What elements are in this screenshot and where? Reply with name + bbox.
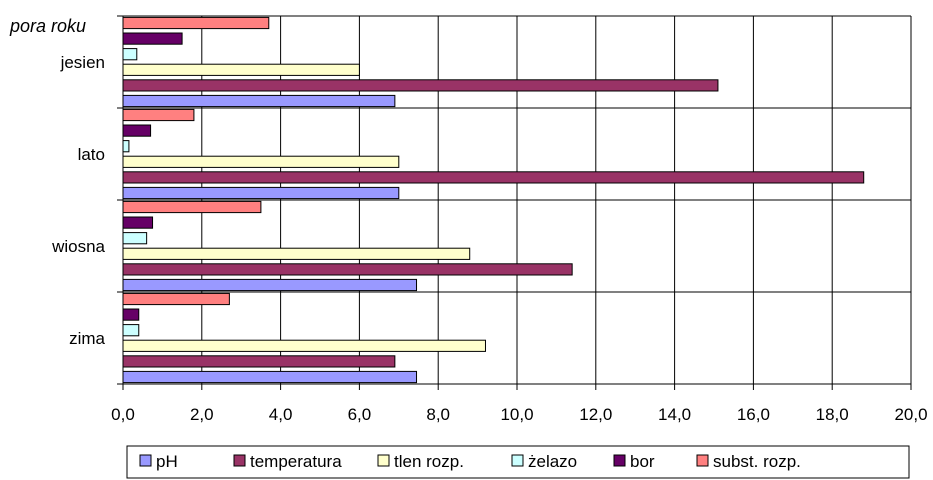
x-tick-label: 2,0: [190, 405, 214, 424]
legend-swatch: [233, 454, 246, 467]
legend-label: temperatura: [250, 452, 342, 471]
legend-label: pH: [156, 452, 178, 471]
x-tick-label: 14,0: [658, 405, 691, 424]
bar: [122, 140, 130, 153]
x-tick-label: 8,0: [426, 405, 450, 424]
category-label: zima: [69, 329, 105, 348]
bar: [122, 16, 270, 30]
bar: [122, 355, 396, 368]
bar: [122, 370, 418, 384]
bar: [122, 171, 865, 184]
legend-swatch: [377, 454, 390, 467]
bar: [122, 232, 148, 245]
legend-swatch: [613, 454, 626, 467]
bar: [122, 94, 396, 108]
bar: [122, 48, 138, 61]
axes-layer: 0,0 2,0 4,0 6,0 8,0 10,0 12,0 14,0 16,0 18,0 20,0 j…: [51, 15, 928, 424]
x-tick-label: 4,0: [269, 405, 293, 424]
bar: [122, 79, 719, 92]
bar: [122, 155, 400, 168]
category-label: lato: [78, 145, 105, 164]
legend-label: tlen rozp.: [394, 452, 464, 471]
bar: [122, 108, 195, 122]
bar: [122, 263, 573, 276]
y-axis-title: pora roku: [9, 16, 86, 36]
category-label: wiosna: [51, 237, 105, 256]
legend-label: subst. rozp.: [713, 452, 801, 471]
bar: [122, 200, 262, 214]
legend-swatch: [139, 454, 152, 467]
legend: pH temperatura tlen rozp. żelazo bor subst. r…: [126, 445, 910, 479]
bars-layer: [122, 16, 865, 384]
bar: [122, 278, 418, 292]
bar: [122, 292, 230, 306]
bar: [122, 124, 152, 137]
bar: [122, 216, 154, 229]
x-tick-label: 18,0: [816, 405, 849, 424]
legend-label: bor: [630, 452, 655, 471]
bar: [122, 186, 400, 200]
x-tick-label: 20,0: [894, 405, 927, 424]
bar: [122, 308, 140, 321]
category-label: jesien: [60, 53, 105, 72]
legend-swatch: [696, 454, 709, 467]
x-tick-label: 16,0: [737, 405, 770, 424]
legend-swatch: [511, 454, 524, 467]
x-tick-label: 0,0: [111, 405, 135, 424]
x-tick-label: 12,0: [579, 405, 612, 424]
bar: [122, 339, 486, 352]
legend-label: żelazo: [528, 452, 577, 471]
bar: [122, 247, 471, 260]
x-tick-label: 6,0: [348, 405, 372, 424]
x-tick-label: 10,0: [500, 405, 533, 424]
bar: [122, 63, 360, 76]
bar: [122, 32, 183, 45]
bar: [122, 324, 140, 337]
